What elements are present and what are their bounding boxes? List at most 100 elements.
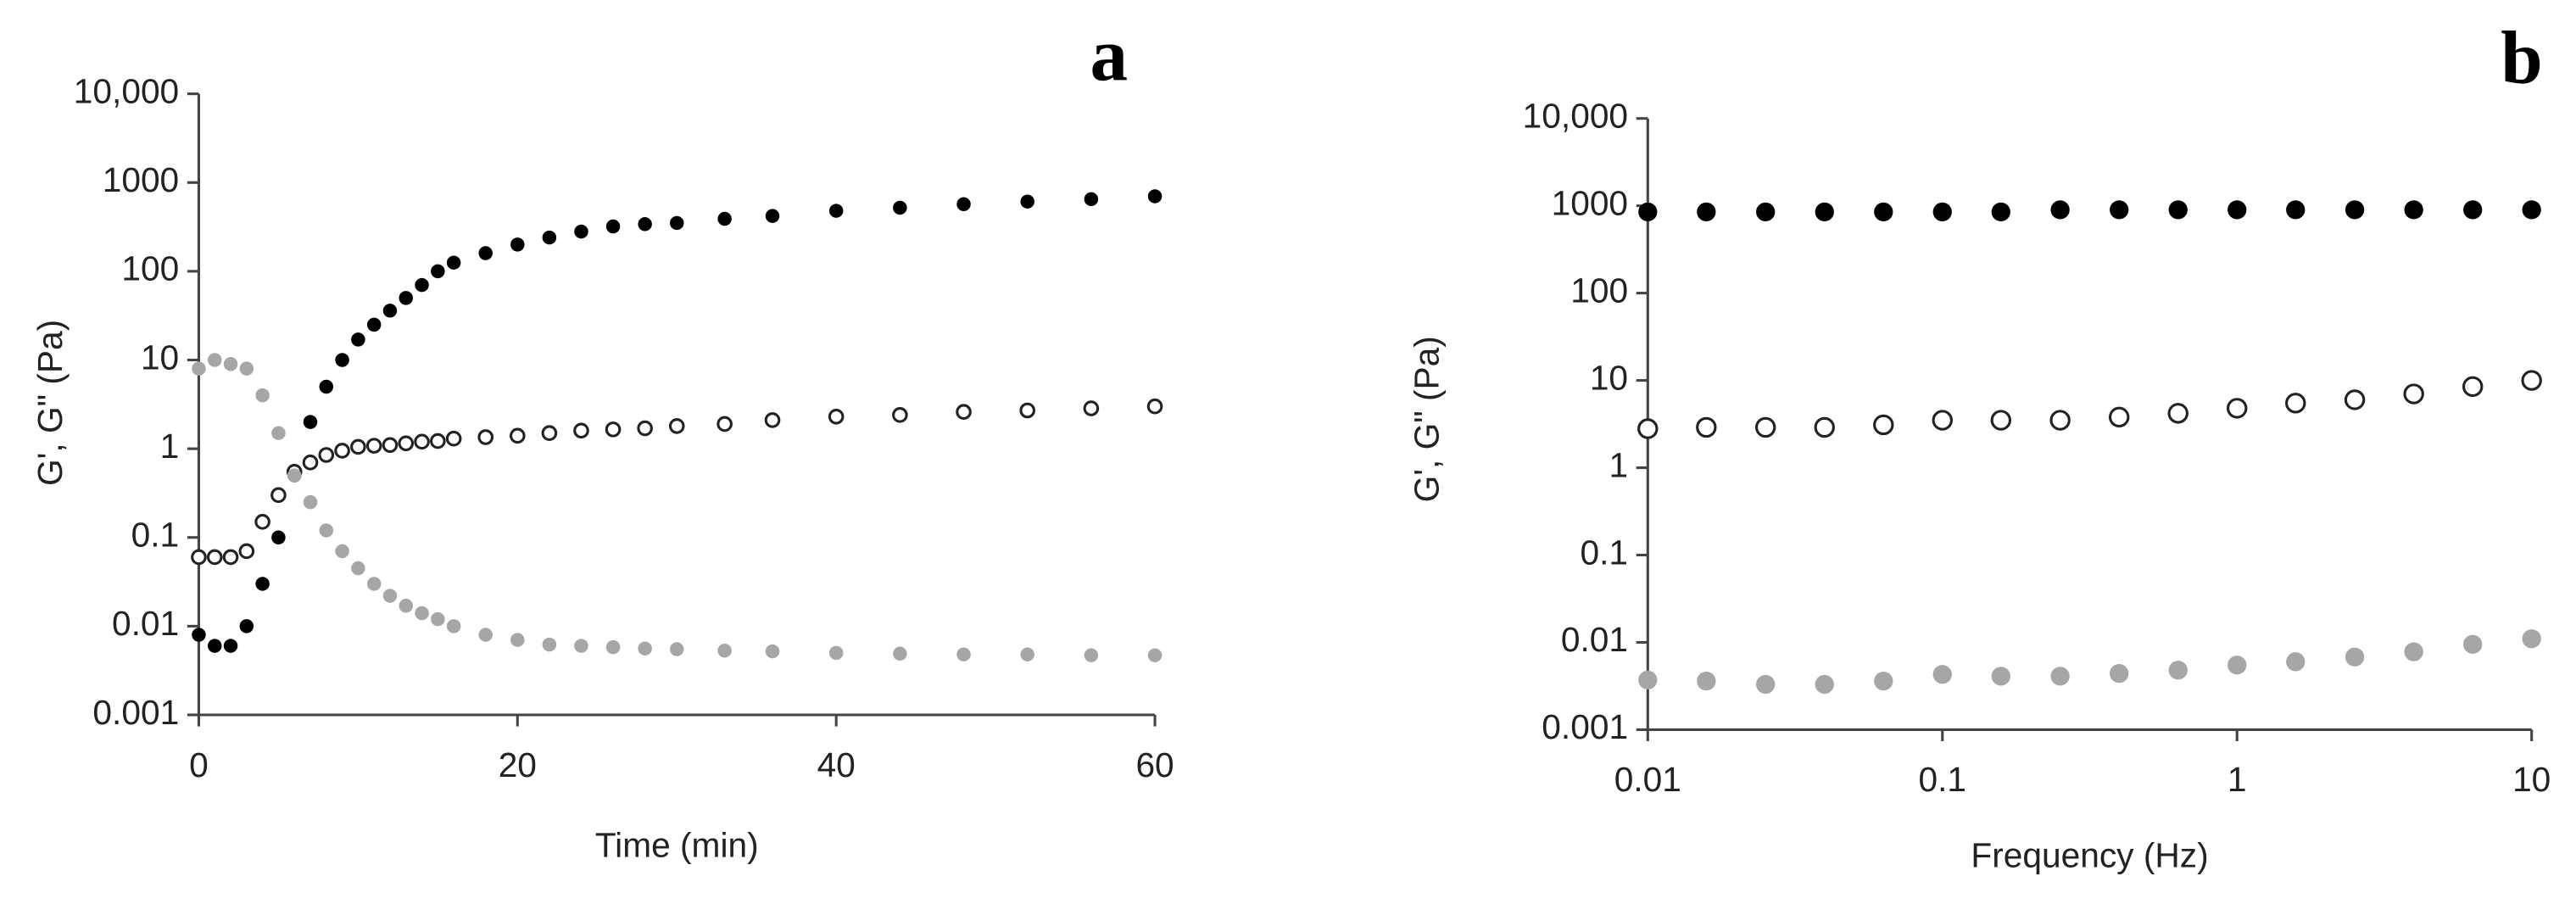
data-point bbox=[2344, 389, 2366, 410]
data-point bbox=[2462, 376, 2484, 398]
data-point bbox=[239, 619, 254, 633]
data-point bbox=[542, 230, 557, 245]
data-point bbox=[350, 438, 366, 455]
data-point bbox=[399, 291, 413, 305]
data-point bbox=[2403, 383, 2424, 405]
data-point bbox=[2522, 629, 2541, 649]
data-point bbox=[254, 514, 270, 530]
data-point bbox=[1637, 418, 1659, 439]
data-point bbox=[2168, 200, 2188, 220]
data-point bbox=[191, 549, 207, 566]
x-tick-label: 40 bbox=[817, 745, 856, 784]
data-point bbox=[302, 455, 319, 471]
data-point bbox=[605, 639, 621, 655]
data-point bbox=[2108, 406, 2130, 428]
y-tick-label: 0.01 bbox=[112, 604, 179, 643]
data-point bbox=[1991, 667, 2010, 686]
data-point bbox=[2345, 647, 2365, 667]
data-point bbox=[2167, 403, 2188, 424]
data-point bbox=[2463, 200, 2483, 220]
y-tick-label: 10,000 bbox=[74, 71, 179, 110]
data-point bbox=[1696, 416, 1717, 438]
y-tick-label: 0.01 bbox=[1561, 620, 1628, 659]
data-point bbox=[335, 353, 349, 367]
data-point bbox=[2286, 652, 2306, 672]
data-point bbox=[478, 628, 493, 642]
panel-label: b bbox=[2501, 17, 2543, 100]
data-point bbox=[2404, 642, 2423, 661]
x-tick-label: 0.1 bbox=[1918, 760, 1966, 799]
data-point bbox=[431, 264, 445, 279]
data-point bbox=[1083, 400, 1100, 416]
data-point bbox=[223, 639, 238, 653]
data-point bbox=[1874, 202, 1893, 222]
data-point bbox=[1146, 398, 1163, 415]
data-point bbox=[238, 543, 255, 560]
data-point bbox=[956, 197, 971, 212]
data-point bbox=[478, 246, 493, 260]
data-point bbox=[446, 619, 461, 633]
data-point bbox=[541, 425, 558, 442]
data-point bbox=[1815, 674, 1834, 695]
data-point bbox=[765, 209, 780, 223]
y-tick-label: 10 bbox=[141, 338, 179, 377]
data-point bbox=[1756, 202, 1776, 222]
data-point bbox=[415, 277, 429, 293]
data-point bbox=[351, 561, 365, 576]
data-point bbox=[573, 422, 589, 439]
data-point bbox=[893, 646, 907, 661]
data-point bbox=[382, 304, 398, 318]
data-point bbox=[1932, 410, 1953, 431]
data-point bbox=[271, 530, 286, 544]
x-tick-label: 0.01 bbox=[1614, 760, 1681, 799]
data-point bbox=[399, 599, 413, 613]
data-point bbox=[1697, 202, 1716, 222]
data-point bbox=[270, 487, 287, 504]
data-point bbox=[638, 217, 652, 232]
data-point bbox=[239, 361, 254, 376]
data-point bbox=[2228, 200, 2247, 220]
data-point bbox=[605, 219, 621, 234]
data-point bbox=[1147, 648, 1163, 662]
data-point bbox=[303, 494, 318, 510]
data-point bbox=[271, 426, 286, 440]
data-point bbox=[351, 332, 365, 347]
x-tick-label: 60 bbox=[1135, 745, 1174, 784]
x-axis-label: Frequency (Hz) bbox=[1971, 835, 2208, 874]
data-point bbox=[192, 361, 206, 376]
data-point bbox=[574, 224, 588, 239]
data-point bbox=[1990, 410, 2012, 431]
y-tick-label: 1 bbox=[160, 427, 180, 466]
data-point bbox=[319, 379, 334, 394]
data-point bbox=[1084, 192, 1099, 207]
data-point bbox=[1697, 672, 1716, 691]
data-point bbox=[2521, 370, 2542, 391]
data-point bbox=[717, 643, 732, 658]
y-tick-label: 0.001 bbox=[1542, 707, 1628, 746]
data-point bbox=[445, 430, 462, 447]
y-axis-label: G', G" (Pa) bbox=[31, 320, 70, 486]
data-point bbox=[222, 549, 239, 566]
data-point bbox=[956, 404, 972, 421]
data-point bbox=[415, 605, 429, 621]
y-tick-label: 1 bbox=[1609, 445, 1628, 484]
data-point bbox=[366, 317, 382, 332]
data-point bbox=[335, 544, 349, 559]
data-point bbox=[638, 641, 652, 656]
data-point bbox=[956, 647, 971, 661]
y-tick-label: 10 bbox=[1590, 358, 1628, 397]
data-point bbox=[1084, 648, 1099, 662]
data-point bbox=[223, 357, 238, 371]
data-point bbox=[2168, 661, 2188, 680]
y-tick-label: 1000 bbox=[103, 160, 179, 199]
data-point bbox=[366, 577, 382, 591]
data-point bbox=[255, 577, 270, 591]
data-point bbox=[1147, 189, 1163, 204]
data-point bbox=[207, 639, 222, 653]
y-tick-label: 10,000 bbox=[1523, 96, 1628, 135]
y-axis-label: G', G" (Pa) bbox=[1407, 336, 1446, 502]
data-point bbox=[430, 432, 446, 449]
data-point bbox=[637, 420, 653, 437]
data-point bbox=[2522, 200, 2541, 220]
